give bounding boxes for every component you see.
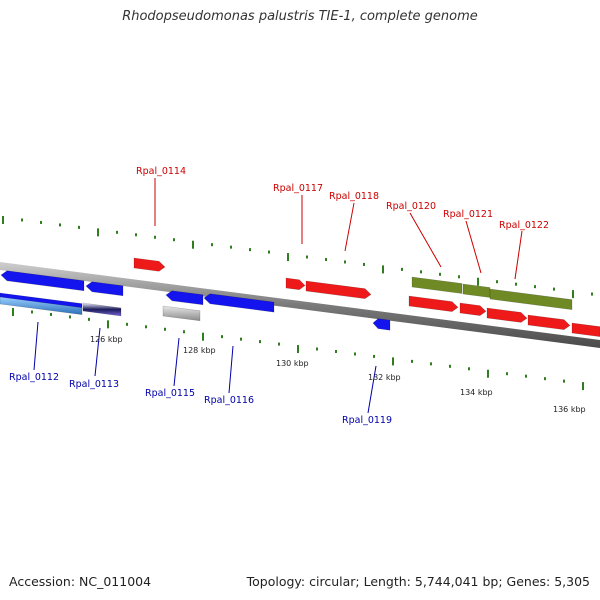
rna-feature-2: [82, 302, 122, 317]
forward-scale-ticks: [2, 216, 593, 299]
map-title: Rhodopseudomonas palustris TIE-1, comple…: [122, 9, 478, 24]
leader-rpal-0119: [367, 365, 377, 414]
gene-label-rpal-0118: Rpal_0118: [329, 191, 379, 202]
scale-label-128: 128 kbp: [183, 346, 216, 355]
topology-text: Topology: circular; Length: 5,744,041 bp…: [246, 574, 590, 589]
gene-rpal-0120: [411, 276, 463, 294]
gene-label-rpal-0122: Rpal_0122: [499, 220, 549, 231]
leader-rpal-0118: [344, 202, 355, 252]
gene-rpal-0112: [0, 270, 85, 292]
upper-gene-labels: Rpal_0114 Rpal_0117 Rpal_0118 Rpal_0120 …: [136, 166, 549, 231]
gene-label-rpal-0114: Rpal_0114: [136, 166, 186, 177]
gene-rpal-0113: [85, 281, 124, 297]
label-leader-lines: [33, 178, 523, 414]
scale-label-134: 134 kbp: [460, 388, 493, 397]
gene-rpal-0122: [489, 288, 573, 311]
gene-label-rpal-0117: Rpal_0117: [273, 183, 323, 194]
accession-text: Accession: NC_011004: [9, 574, 152, 589]
reverse-scale-ticks: [12, 308, 584, 391]
leader-rpal-0116: [228, 345, 234, 394]
gene-rpal-0119: [372, 318, 391, 331]
genome-backbone: [0, 262, 600, 348]
rna-feature-3: [162, 305, 201, 322]
gene-forward-5: [571, 322, 600, 337]
gene-forward-1: [408, 295, 459, 312]
scale-label-126: 126 kbp: [90, 335, 123, 344]
gene-label-rpal-0113: Rpal_0113: [69, 379, 119, 390]
gene-features: [0, 257, 600, 337]
gene-rpal-0115: [165, 290, 204, 306]
leader-rpal-0112: [33, 321, 39, 371]
gene-forward-2: [459, 302, 487, 316]
gene-label-rpal-0119: Rpal_0119: [342, 415, 392, 426]
gene-forward-3: [486, 307, 528, 323]
gene-rpal-0114: [133, 257, 166, 272]
rna-feature-1: [0, 296, 83, 316]
leader-rpal-0122: [514, 230, 523, 280]
leader-rpal-0113: [94, 327, 101, 377]
scale-labels: 126 kbp 128 kbp 130 kbp 132 kbp 134 kbp …: [90, 335, 586, 414]
scale-label-136: 136 kbp: [553, 405, 586, 414]
gene-label-rpal-0112: Rpal_0112: [9, 372, 59, 383]
gene-rpal-0121: [462, 283, 491, 298]
lower-gene-labels: Rpal_0112 Rpal_0113 Rpal_0115 Rpal_0116 …: [9, 372, 392, 426]
gene-rpal-0118: [305, 280, 372, 299]
leader-rpal-0121: [465, 220, 482, 274]
gene-forward-4: [527, 314, 571, 330]
leader-rpal-0115: [173, 337, 180, 387]
gene-label-rpal-0120: Rpal_0120: [386, 201, 436, 212]
scale-label-132: 132 kbp: [368, 373, 401, 382]
gene-label-rpal-0115: Rpal_0115: [145, 388, 195, 399]
gene-label-rpal-0116: Rpal_0116: [204, 395, 254, 406]
gene-label-rpal-0121: Rpal_0121: [443, 209, 493, 220]
gene-rpal-0117: [285, 277, 306, 291]
scale-label-130: 130 kbp: [276, 359, 309, 368]
gene-rpal-0116: [203, 293, 275, 313]
leader-rpal-0120: [409, 212, 442, 268]
